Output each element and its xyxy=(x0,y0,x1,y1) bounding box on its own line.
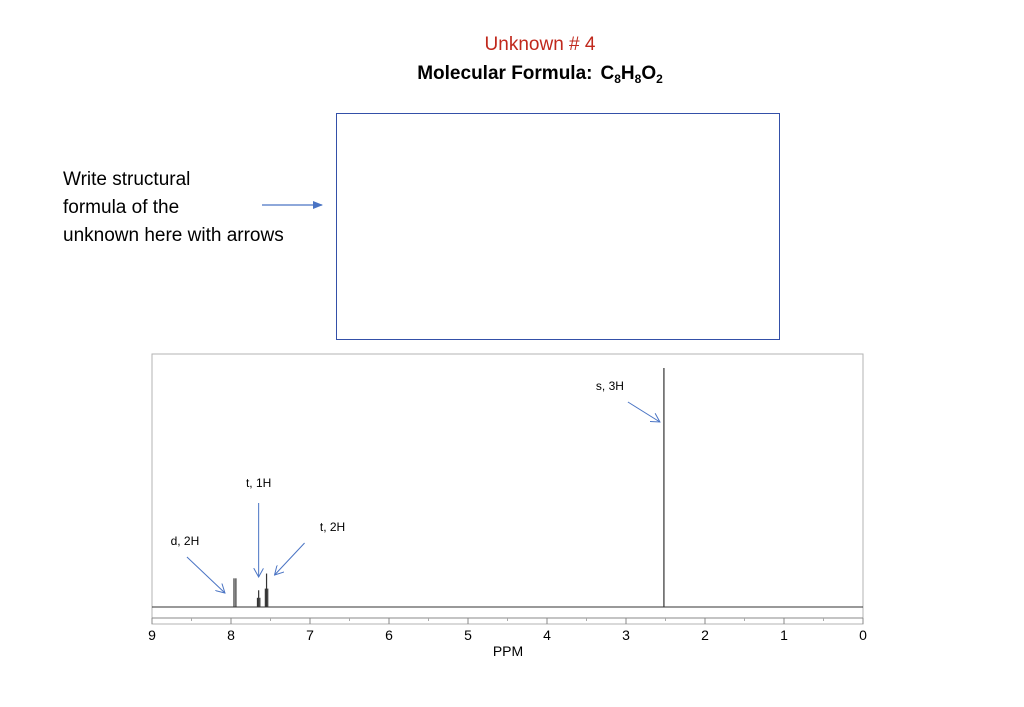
x-tick-label: 8 xyxy=(227,627,235,643)
x-tick-label: 1 xyxy=(780,627,788,643)
x-tick-label: 7 xyxy=(306,627,314,643)
unknown-title: Unknown # 4 xyxy=(484,34,596,55)
x-tick-label: 4 xyxy=(543,627,551,643)
spectrum-peaks xyxy=(233,368,665,607)
x-tick-label: 3 xyxy=(622,627,630,643)
instruction-line-3: unknown here with arrows xyxy=(63,225,284,246)
x-tick-label: 6 xyxy=(385,627,393,643)
annotation-arrow xyxy=(186,556,225,593)
peak-label: t, 1H xyxy=(246,476,271,490)
peak-label: d, 2H xyxy=(171,534,200,548)
instruction-text: Write structural formula of the unknown … xyxy=(63,166,343,250)
formula-label: Molecular Formula: xyxy=(417,63,593,84)
annotation-arrow xyxy=(275,542,305,575)
formula-element-h: H xyxy=(620,63,635,84)
peak-annotations: d, 2H t, 1H t, 2H s, 3H xyxy=(171,379,660,593)
plot-frame xyxy=(151,353,864,625)
annotation-arrow xyxy=(627,401,660,422)
instruction-line-1: Write structural xyxy=(63,169,191,190)
formula-subscript-h: 8 xyxy=(634,72,642,86)
formula-subscript-c: 8 xyxy=(614,72,621,86)
peak-label: s, 3H xyxy=(596,379,624,393)
x-tick-label: 2 xyxy=(701,627,709,643)
formula-element-c: C xyxy=(600,63,615,84)
x-tick-label: 5 xyxy=(464,627,472,643)
x-axis-label: PPM xyxy=(493,643,523,659)
structure-answer-box[interactable] xyxy=(336,113,780,340)
formula-element-o: O xyxy=(641,63,657,84)
x-tick-label: 0 xyxy=(859,627,867,643)
peak-label: t, 2H xyxy=(320,520,345,534)
instruction-line-2: formula of the xyxy=(63,197,180,218)
x-axis-ticks: 9 8 7 6 5 4 3 2 1 0 xyxy=(148,618,867,643)
formula-subscript-o: 2 xyxy=(656,72,663,86)
molecular-formula: Molecular Formula: C8H8O2 xyxy=(0,63,1024,86)
x-tick-label: 9 xyxy=(148,627,156,643)
